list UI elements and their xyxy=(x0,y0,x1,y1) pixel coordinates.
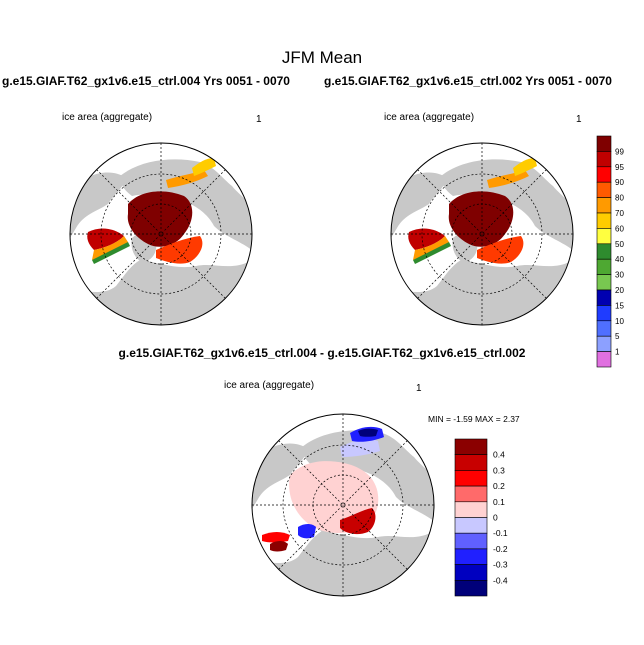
land-eurasia xyxy=(70,172,126,238)
colorbar-main-label: 20 xyxy=(615,286,624,295)
colorbar-main-swatch xyxy=(596,243,612,260)
colorbar-main-label: 70 xyxy=(615,209,624,218)
colorbar-difference: 0.4 0.3 0.2 0.1 0 -0.1 -0.2 -0.3 -0.4 xyxy=(454,438,508,597)
colorbar-main-swatch xyxy=(596,197,612,214)
panel-right-variable: ice area (aggregate) xyxy=(384,112,475,123)
colorbar-diff-label: -0.3 xyxy=(493,560,508,570)
colorbar-diff-swatch xyxy=(454,438,488,455)
colorbar-diff-swatch xyxy=(454,564,488,581)
diff-pos-hudson xyxy=(340,508,376,535)
ice-edge-green xyxy=(92,242,130,264)
colorbar-main-swatch xyxy=(596,274,612,291)
colorbar-main-swatch xyxy=(596,351,612,368)
colorbar-main-label: 50 xyxy=(615,240,624,249)
colorbar-diff-swatch xyxy=(454,485,488,503)
ice-arctic-core xyxy=(127,191,193,247)
colorbar-main-swatch xyxy=(596,305,612,322)
colorbar-main-swatch xyxy=(596,228,612,245)
colorbar-main: 99 95 90 80 70 60 50 40 30 20 15 10 5 1 xyxy=(596,135,624,368)
land-siberia xyxy=(120,159,252,250)
colorbar-diff-label: -0.4 xyxy=(493,575,508,585)
colorbar-main-label: 1 xyxy=(615,348,620,357)
case-title-right: g.e15.GIAF.T62_gx1v6.e15_ctrl.002 Yrs 00… xyxy=(324,74,612,88)
colorbar-diff-swatch xyxy=(454,532,488,550)
colorbar-diff-label: 0.2 xyxy=(493,481,505,491)
colorbar-diff-swatch xyxy=(454,517,488,534)
colorbar-main-swatch xyxy=(596,135,612,152)
polar-map-left xyxy=(69,142,253,326)
case-title-left: g.e15.GIAF.T62_gx1v6.e15_ctrl.004 Yrs 00… xyxy=(2,74,290,88)
colorbar-diff-label: 0.1 xyxy=(493,497,505,507)
colorbar-main-swatch xyxy=(596,289,612,306)
colorbar-diff-label: 0.4 xyxy=(493,450,505,460)
colorbar-main-swatch xyxy=(596,212,612,229)
diff-neg-light xyxy=(340,439,380,457)
colorbar-diff-label: 0 xyxy=(493,513,498,523)
colorbar-diff-swatch xyxy=(454,501,488,518)
colorbar-diff-label: -0.1 xyxy=(493,528,508,538)
ice-bering xyxy=(192,158,216,176)
colorbar-diff-swatch xyxy=(454,454,488,471)
colorbar-main-label: 80 xyxy=(615,194,624,203)
panel-diff-variable: ice area (aggregate) xyxy=(224,380,315,391)
panel-right-unit: 1 xyxy=(576,114,582,125)
panel-diff-unit: 1 xyxy=(416,383,422,394)
colorbar-main-swatch xyxy=(596,151,612,168)
ice-hudson xyxy=(156,236,203,264)
ice-edge-orange xyxy=(92,236,128,260)
colorbar-main-swatch xyxy=(596,181,612,198)
colorbar-main-label: 99 xyxy=(615,147,624,156)
colorbar-diff-swatch xyxy=(454,579,488,597)
panel-left-variable: ice area (aggregate) xyxy=(62,112,153,123)
colorbar-diff-swatch xyxy=(454,548,488,565)
diff-neg-labrador xyxy=(298,524,316,539)
colorbar-main-swatch xyxy=(596,320,612,337)
diff-min-max: MIN = -1.59 MAX = 2.37 xyxy=(428,414,520,424)
colorbar-main-label: 5 xyxy=(615,332,620,341)
polar-map-right xyxy=(390,142,574,326)
page-title: JFM Mean xyxy=(281,48,363,67)
colorbar-main-label: 30 xyxy=(615,271,624,280)
colorbar-main-label: 10 xyxy=(615,317,624,326)
colorbar-main-label: 60 xyxy=(615,224,624,233)
colorbar-diff-swatch xyxy=(454,470,488,487)
colorbar-main-swatch xyxy=(596,335,612,352)
colorbar-main-label: 95 xyxy=(615,163,624,172)
panel-left-unit: 1 xyxy=(256,114,262,125)
diff-neg-dark xyxy=(358,428,378,437)
colorbar-diff-label: -0.2 xyxy=(493,544,508,554)
polar-map-difference xyxy=(251,413,435,597)
colorbar-main-swatch xyxy=(596,258,612,275)
colorbar-main-label: 90 xyxy=(615,178,624,187)
diff-pos-labrador xyxy=(262,532,290,543)
colorbar-main-label: 40 xyxy=(615,255,624,264)
colorbar-diff-label: 0.3 xyxy=(493,465,505,475)
diff-pos-greenland xyxy=(270,541,288,552)
diff-title: g.e15.GIAF.T62_gx1v6.e15_ctrl.004 - g.e1… xyxy=(118,346,526,360)
colorbar-main-label: 15 xyxy=(615,301,624,310)
colorbar-main-swatch xyxy=(596,166,612,183)
